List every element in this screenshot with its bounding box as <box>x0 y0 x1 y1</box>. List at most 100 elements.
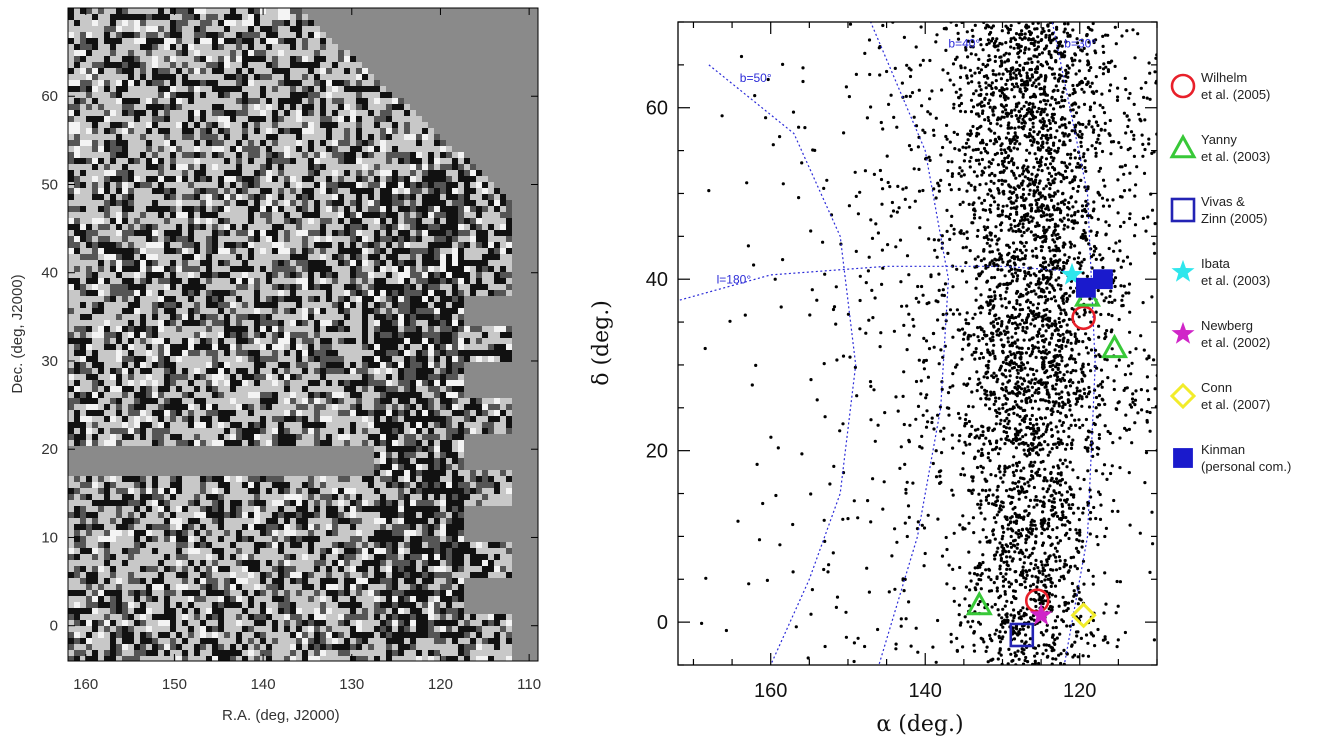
density-cell <box>152 548 158 554</box>
density-cell <box>110 602 116 608</box>
density-cell <box>206 632 212 638</box>
density-cell <box>242 536 248 542</box>
density-cell <box>98 254 104 260</box>
density-cell <box>272 344 278 350</box>
density-cell <box>254 500 260 506</box>
density-cell <box>158 116 164 122</box>
density-cell <box>236 14 242 20</box>
density-cell <box>218 302 224 308</box>
density-cell <box>170 428 176 434</box>
density-cell <box>194 620 200 626</box>
density-cell <box>158 566 164 572</box>
density-cell <box>110 650 116 656</box>
density-cell <box>170 524 176 530</box>
density-cell <box>248 68 254 74</box>
density-cell <box>344 242 350 248</box>
density-cell <box>248 584 254 590</box>
density-cell <box>206 410 212 416</box>
density-cell <box>170 374 176 380</box>
density-cell <box>86 578 92 584</box>
density-cell <box>116 512 122 518</box>
density-cell <box>140 356 146 362</box>
density-cell <box>302 26 308 32</box>
density-cell <box>182 500 188 506</box>
density-cell <box>236 38 242 44</box>
density-cell <box>122 50 128 56</box>
density-cell <box>356 314 362 320</box>
density-cell <box>158 212 164 218</box>
density-cell <box>158 182 164 188</box>
density-cell <box>356 332 362 338</box>
density-cell <box>146 356 152 362</box>
density-cell <box>218 332 224 338</box>
density-cell <box>224 254 230 260</box>
density-cell <box>146 548 152 554</box>
density-cell <box>152 104 158 110</box>
density-cell <box>176 410 182 416</box>
density-cell <box>116 584 122 590</box>
density-cell <box>224 416 230 422</box>
density-cell <box>248 290 254 296</box>
density-cell <box>158 596 164 602</box>
density-cell <box>236 488 242 494</box>
density-cell <box>110 518 116 524</box>
density-cell <box>242 440 248 446</box>
density-cell <box>224 566 230 572</box>
density-cell <box>278 644 284 650</box>
density-cell <box>176 68 182 74</box>
density-cell <box>326 656 332 661</box>
density-cell <box>176 476 182 482</box>
density-cell <box>230 566 236 572</box>
density-cell <box>164 428 170 434</box>
density-cell <box>194 284 200 290</box>
density-cell <box>194 518 200 524</box>
density-cell <box>332 344 338 350</box>
density-cell <box>266 308 272 314</box>
density-cell <box>176 524 182 530</box>
density-cell <box>98 206 104 212</box>
density-cell <box>122 614 128 620</box>
density-cell <box>314 314 320 320</box>
density-cell <box>272 476 278 482</box>
density-cell <box>98 56 104 62</box>
density-cell <box>182 518 188 524</box>
density-cell <box>104 638 110 644</box>
density-cell <box>260 176 266 182</box>
density-cell <box>194 266 200 272</box>
density-cell <box>236 626 242 632</box>
density-cell <box>194 338 200 344</box>
density-cell <box>290 410 296 416</box>
density-cell <box>230 632 236 638</box>
density-cell <box>200 524 206 530</box>
density-cell <box>332 128 338 134</box>
density-cell <box>314 278 320 284</box>
density-cell <box>272 596 278 602</box>
density-cell <box>122 584 128 590</box>
density-cell <box>122 254 128 260</box>
density-cell <box>176 194 182 200</box>
density-cell <box>260 116 266 122</box>
density-cell <box>110 20 116 26</box>
density-cell <box>320 344 326 350</box>
density-cell <box>326 242 332 248</box>
density-cell <box>134 38 140 44</box>
density-cell <box>110 278 116 284</box>
density-cell <box>80 116 86 122</box>
density-cell <box>206 146 212 152</box>
density-cell <box>314 170 320 176</box>
density-cell <box>230 146 236 152</box>
density-cell <box>224 524 230 530</box>
density-cell <box>98 20 104 26</box>
density-cell <box>266 656 272 661</box>
density-cell <box>104 476 110 482</box>
density-cell <box>194 92 200 98</box>
density-cell <box>98 602 104 608</box>
density-cell <box>278 248 284 254</box>
density-cell <box>302 38 308 44</box>
density-cell <box>242 656 248 661</box>
density-cell <box>278 326 284 332</box>
density-cell <box>128 350 134 356</box>
density-cell <box>206 416 212 422</box>
density-cell <box>134 194 140 200</box>
density-cell <box>230 542 236 548</box>
